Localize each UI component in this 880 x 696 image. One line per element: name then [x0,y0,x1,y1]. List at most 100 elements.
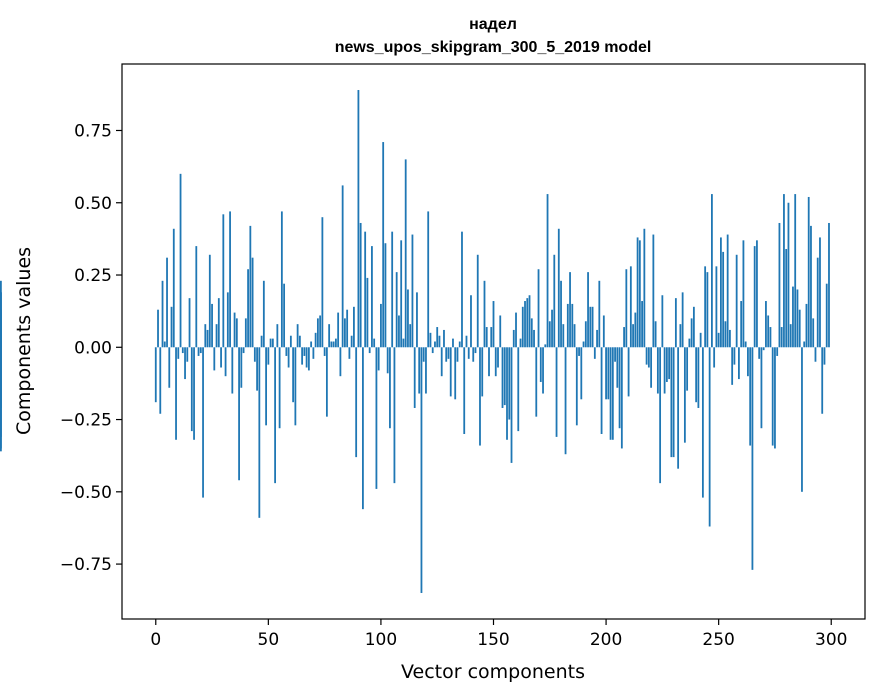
bar [271,338,274,348]
bar [337,312,340,348]
bar [256,347,258,391]
bar [821,347,824,414]
bar [647,347,650,368]
bar [357,90,360,348]
bar [163,341,166,348]
bar [373,338,376,348]
bar [375,347,378,489]
bar [528,295,531,348]
x-tick-label: 100 [365,630,397,650]
bar [566,303,569,348]
bar [215,324,218,348]
bar [161,280,164,348]
bar [584,321,587,348]
bar [510,347,513,463]
bar [654,321,657,348]
bar [413,347,416,408]
bar [497,347,499,368]
bar [427,211,430,348]
bar [548,321,551,348]
bar [274,347,276,484]
bar [240,347,243,388]
bar [825,283,828,348]
bar [452,338,454,348]
y-tick-label: 0.00 [74,338,112,358]
bar [440,347,443,377]
bar [283,283,286,348]
bar [641,301,643,348]
bar [735,254,738,348]
bar [226,292,229,348]
bar [382,142,385,348]
bar [350,335,353,348]
bar [506,347,508,440]
bar [679,324,682,348]
chart-title: надел [469,16,517,33]
bar [524,301,526,348]
y-tick-label: 0.50 [74,194,112,214]
bar [436,327,439,348]
bar [305,347,308,368]
bar [526,298,529,348]
bar [418,347,421,394]
bar [699,332,702,348]
bar [767,315,770,348]
bar [184,347,186,380]
bar [485,327,488,348]
bar [195,246,198,348]
bar [573,324,576,348]
bar [190,347,193,432]
bar [339,347,342,377]
bar [371,246,373,348]
bar [629,266,632,348]
bar [776,347,779,356]
bar [650,347,653,388]
bar [708,347,711,527]
y-tick-label: −0.50 [60,483,112,503]
bar [177,347,180,359]
bar [492,301,495,348]
bar [458,341,461,348]
bar [780,327,783,348]
bar [634,312,637,348]
bar [334,338,337,348]
y-tick-label: 0.25 [74,266,112,286]
bar [429,332,432,348]
bar [461,231,463,348]
bar [470,295,472,348]
bar [593,347,596,359]
bar [355,347,358,458]
bar [546,194,549,348]
bar [393,347,396,484]
bar [483,280,486,348]
x-tick-label: 300 [815,630,847,650]
bar [265,347,267,426]
bar [686,347,689,391]
bar [681,292,684,348]
bar [636,237,639,348]
bar [760,347,763,429]
bar [602,315,605,348]
bar [810,225,812,348]
bar [332,341,335,348]
bar [720,237,722,348]
bar [701,347,704,498]
bar [587,272,589,348]
bar [807,196,810,348]
bar [400,240,403,348]
bar [620,347,623,449]
x-tick-label: 50 [258,630,280,650]
bar [499,315,502,348]
bar [445,347,448,362]
bar [715,266,718,348]
bar [402,338,405,348]
bars-group [0,90,830,593]
bar [416,292,418,348]
bar [598,280,601,348]
bar [377,347,380,371]
bar [289,335,292,348]
bar [294,347,297,426]
bar [395,272,398,348]
bar [307,347,310,371]
bar [778,222,781,348]
